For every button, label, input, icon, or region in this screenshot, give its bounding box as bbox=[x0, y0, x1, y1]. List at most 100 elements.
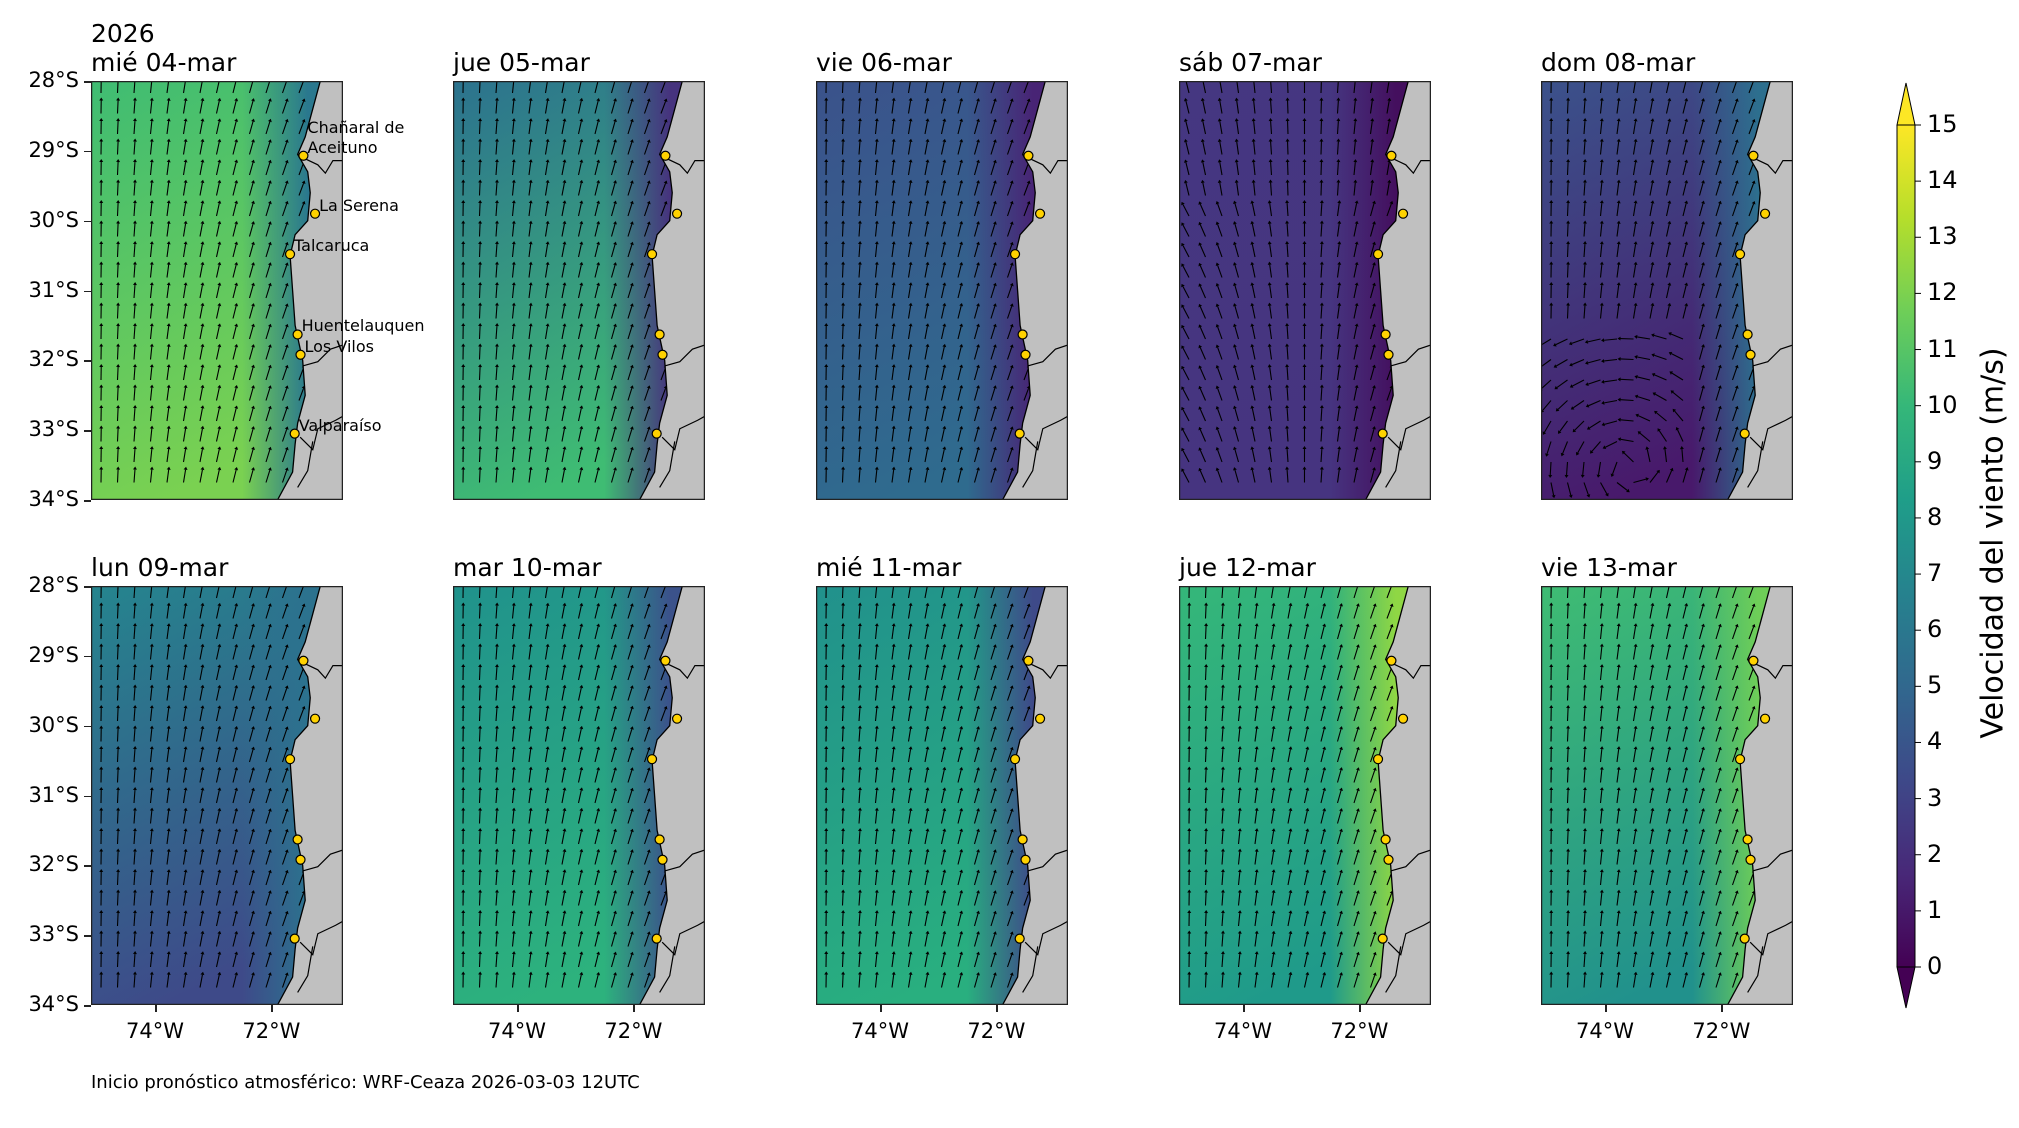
wind-arrow bbox=[957, 623, 964, 640]
wind-arrow bbox=[907, 425, 913, 442]
wind-arrow bbox=[1320, 684, 1327, 701]
wind-arrow bbox=[1698, 951, 1705, 968]
map-panel bbox=[1541, 81, 1793, 500]
wind-arrow bbox=[824, 97, 829, 114]
wind-arrow bbox=[461, 951, 466, 968]
wind-arrow bbox=[577, 889, 584, 906]
wind-arrow bbox=[132, 746, 137, 763]
wind-arrow bbox=[874, 323, 879, 340]
wind-arrow bbox=[1616, 623, 1621, 640]
wind-arrow bbox=[1386, 603, 1394, 619]
wind-arrow bbox=[149, 466, 154, 483]
wind-arrow bbox=[1566, 261, 1571, 278]
wind-arrow bbox=[1369, 972, 1377, 988]
wind-arrow bbox=[874, 971, 879, 988]
wind-arrow bbox=[1006, 118, 1014, 135]
wind-arrow bbox=[1183, 118, 1190, 135]
wind-arrow bbox=[182, 766, 188, 783]
wind-arrow bbox=[1731, 890, 1739, 906]
wind-arrow bbox=[99, 97, 104, 114]
wind-arrow bbox=[907, 118, 913, 135]
wind-arrow bbox=[494, 910, 499, 927]
wind-arrow bbox=[973, 446, 980, 463]
wind-arrow bbox=[891, 848, 896, 865]
wind-arrow bbox=[132, 602, 137, 619]
wind-arrow bbox=[857, 971, 862, 988]
wind-arrow bbox=[1006, 98, 1014, 114]
wind-arrow bbox=[215, 138, 222, 155]
wind-arrow bbox=[1566, 889, 1571, 906]
wind-arrow bbox=[627, 282, 634, 299]
wind-arrow bbox=[1568, 338, 1585, 346]
wind-arrow bbox=[544, 466, 550, 483]
wind-arrow bbox=[857, 364, 862, 381]
wind-arrow bbox=[248, 446, 255, 463]
wind-arrow bbox=[1303, 684, 1310, 701]
wind-arrow bbox=[248, 282, 255, 299]
wind-arrow bbox=[132, 405, 137, 422]
wind-arrow bbox=[973, 767, 980, 783]
wind-arrow bbox=[232, 118, 239, 135]
wind-arrow bbox=[1006, 972, 1014, 988]
land bbox=[639, 81, 705, 500]
wind-arrow bbox=[1302, 241, 1307, 258]
wind-arrow bbox=[841, 746, 846, 763]
wind-arrow bbox=[907, 828, 913, 845]
wind-arrow bbox=[1233, 405, 1240, 422]
wind-arrow bbox=[1250, 323, 1256, 340]
wind-arrow bbox=[577, 684, 584, 701]
city-marker bbox=[651, 933, 662, 944]
wind-arrow bbox=[166, 282, 171, 299]
wind-arrow bbox=[528, 138, 533, 155]
colorbar-tick-label: 0 bbox=[1927, 952, 1943, 980]
wind-arrow bbox=[494, 159, 499, 176]
wind-arrow bbox=[281, 726, 289, 742]
wind-arrow bbox=[924, 705, 930, 722]
wind-arrow bbox=[1698, 644, 1705, 660]
wind-arrow bbox=[1204, 725, 1209, 742]
wind-arrow bbox=[232, 466, 239, 483]
wind-arrow bbox=[1748, 180, 1756, 196]
wind-arrow bbox=[643, 426, 651, 442]
wind-arrow bbox=[577, 323, 584, 340]
wind-arrow bbox=[1715, 726, 1722, 742]
wind-arrow bbox=[940, 384, 947, 401]
wind-arrow bbox=[924, 261, 930, 278]
wind-arrow bbox=[511, 602, 516, 619]
wind-arrow bbox=[874, 466, 879, 483]
wind-arrow bbox=[973, 685, 980, 701]
wind-arrow bbox=[281, 910, 289, 927]
wind-arrow bbox=[1336, 644, 1343, 660]
region-border bbox=[297, 946, 314, 993]
wind-arrow bbox=[248, 808, 255, 824]
wind-arrow bbox=[528, 179, 533, 196]
wind-arrow bbox=[1549, 930, 1554, 947]
city-marker bbox=[671, 208, 683, 219]
wind-arrow bbox=[660, 119, 668, 135]
region-border bbox=[664, 849, 705, 872]
wind-arrow bbox=[478, 910, 483, 927]
wind-arrow bbox=[1617, 336, 1634, 341]
wind-arrow bbox=[643, 385, 651, 401]
wind-arrow bbox=[1682, 930, 1689, 947]
wind-arrow bbox=[99, 848, 104, 865]
wind-arrow bbox=[215, 623, 222, 640]
wind-arrow bbox=[1220, 664, 1225, 681]
wind-arrow bbox=[1353, 603, 1360, 619]
wind-arrow bbox=[298, 603, 306, 619]
lon-tick bbox=[1721, 1005, 1723, 1012]
wind-arrow bbox=[577, 807, 584, 824]
wind-arrow bbox=[973, 426, 980, 442]
wind-arrow bbox=[824, 282, 829, 299]
city-marker bbox=[1739, 933, 1750, 944]
wind-arrow bbox=[1582, 684, 1587, 701]
wind-arrow bbox=[511, 138, 516, 155]
wind-arrow bbox=[1254, 602, 1259, 619]
region-border bbox=[1752, 344, 1793, 367]
wind-arrow bbox=[1575, 441, 1585, 456]
wind-arrow bbox=[166, 220, 171, 237]
wind-arrow bbox=[265, 282, 272, 299]
wind-arrow bbox=[1731, 972, 1739, 988]
wind-arrow bbox=[1303, 664, 1310, 681]
wind-arrow bbox=[132, 766, 137, 783]
